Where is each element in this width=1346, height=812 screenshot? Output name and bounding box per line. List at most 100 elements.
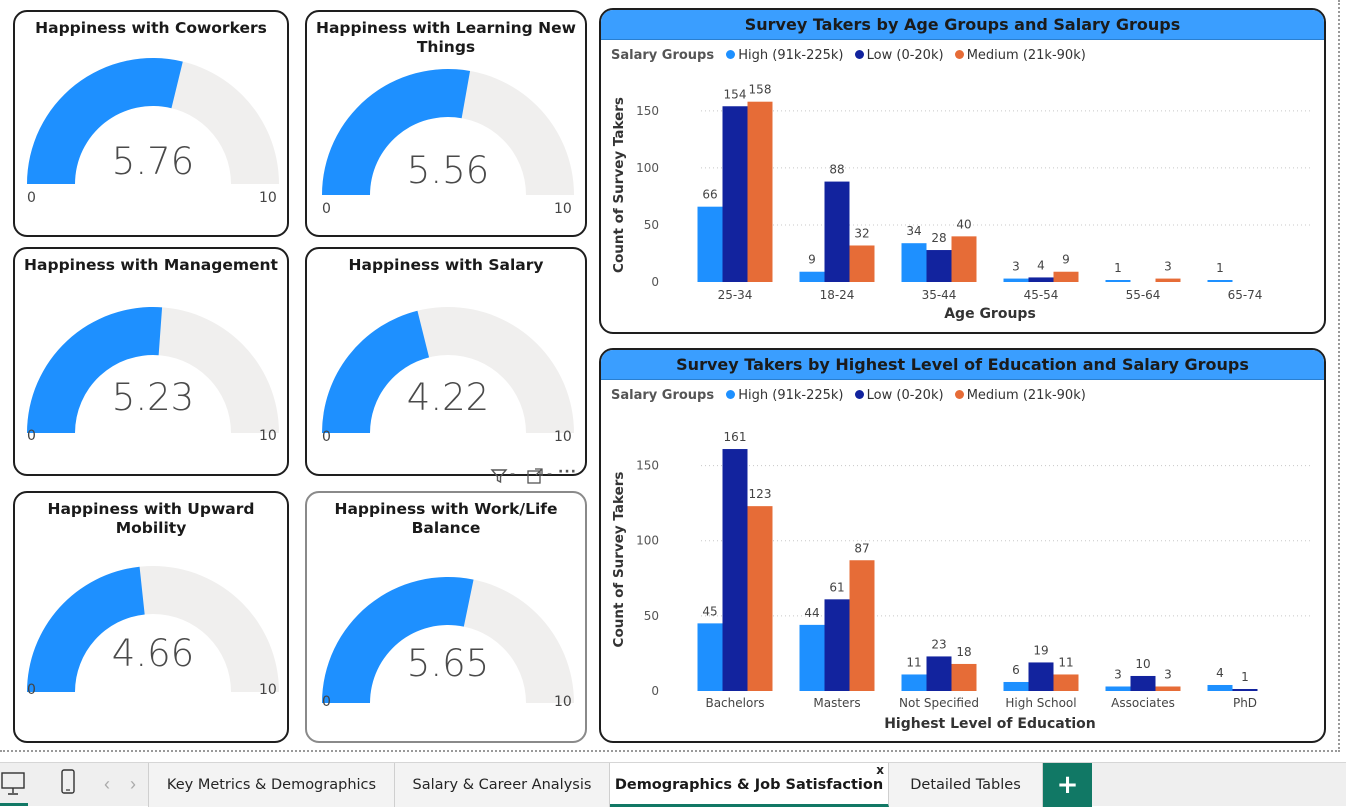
bar: [951, 236, 977, 282]
more-options-icon[interactable]: ···: [558, 464, 577, 480]
tab-detailed-tables[interactable]: Detailed Tables: [889, 763, 1043, 807]
data-label: 18: [956, 645, 971, 659]
data-label: 23: [931, 637, 946, 651]
data-label: 28: [931, 231, 946, 245]
gauge-max-label: 10: [554, 201, 572, 217]
legend-dot: [854, 50, 864, 59]
bar: [1155, 686, 1181, 691]
page-tab-bar: ‹ › Key Metrics & Demographics Salary & …: [0, 762, 1346, 807]
gauge-title: Happiness with Management: [24, 256, 278, 274]
education-salary-chart-card[interactable]: Survey Takers by Highest Level of Educat…: [599, 348, 1326, 743]
data-label: 45: [702, 604, 717, 618]
filter-icon[interactable]: [490, 467, 508, 489]
chart-legend: Salary Groups High (91k-225k) Low (0-20k…: [611, 48, 1093, 63]
separator: -: [510, 466, 516, 482]
tab-demographics-job-satisfaction[interactable]: Demographics & Job Satisfaction x: [610, 763, 889, 807]
legend-label: High (91k-225k): [738, 48, 844, 63]
report-canvas: Happiness with Coworkers 5.76 0 10 Happi…: [0, 0, 1340, 752]
tab-key-metrics-demographics[interactable]: Key Metrics & Demographics: [148, 763, 395, 807]
data-label: 32: [854, 226, 869, 240]
bar: [697, 206, 723, 282]
gauge-value: 5.56: [406, 149, 490, 192]
legend-item-medium[interactable]: Medium (21k-90k): [954, 388, 1086, 403]
data-label: 161: [724, 430, 747, 444]
y-tick-label: 150: [636, 104, 659, 118]
y-tick-label: 0: [651, 684, 659, 698]
data-label: 44: [804, 606, 819, 620]
legend-label: Low (0-20k): [866, 48, 944, 63]
data-label: 3: [1012, 260, 1020, 274]
data-label: 1: [1241, 670, 1249, 684]
y-tick-label: 50: [644, 218, 659, 232]
data-label: 34: [906, 224, 921, 238]
y-tick-label: 150: [636, 459, 659, 473]
legend-item-low[interactable]: Low (0-20k): [854, 48, 944, 63]
data-label: 123: [749, 487, 772, 501]
next-page-icon[interactable]: ›: [130, 774, 136, 794]
gauge-title: Happiness with Coworkers: [35, 19, 267, 37]
x-tick-label: 55-64: [1126, 288, 1161, 302]
bar: [1207, 280, 1233, 282]
chart-plot: 0 50 100 150 Count of Survey Takers Age Group…: [611, 83, 1313, 322]
gauge-fill: [322, 577, 474, 703]
legend-item-high[interactable]: High (91k-225k): [726, 388, 844, 403]
gauge-arc: [322, 307, 574, 433]
bar: [926, 656, 952, 691]
gauge-value: 5.65: [406, 642, 490, 685]
tab-salary-career-analysis[interactable]: Salary & Career Analysis: [395, 763, 610, 807]
gauge-fill: [27, 566, 145, 692]
x-tick-label: PhD: [1233, 696, 1257, 710]
data-label: 10: [1135, 657, 1150, 671]
gauge-min-label: 0: [322, 429, 331, 445]
legend-item-medium[interactable]: Medium (21k-90k): [954, 48, 1086, 63]
bar: [1028, 277, 1054, 282]
desktop-view-icon[interactable]: [0, 763, 28, 807]
gauge-card-work-life-balance[interactable]: Happiness with Work/Life Balance 5.65 0 …: [305, 491, 587, 743]
bar: [722, 449, 748, 691]
gauge-card-coworkers[interactable]: Happiness with Coworkers 5.76 0 10: [13, 10, 289, 237]
age-salary-chart-card[interactable]: Survey Takers by Age Groups and Salary G…: [599, 8, 1326, 334]
data-label: 66: [702, 188, 717, 202]
gauge-card-upward-mobility[interactable]: Happiness with Upward Mobility 4.66 0 10: [13, 491, 289, 743]
x-axis-title: Highest Level of Education: [884, 716, 1096, 732]
data-label: 158: [749, 83, 772, 97]
gauge-card-salary[interactable]: Happiness with Salary 4.22 0 10: [305, 247, 587, 476]
bar: [824, 599, 850, 691]
x-tick-label: Not Specified: [899, 696, 979, 710]
legend-dot: [726, 50, 736, 59]
gauge-min-label: 0: [27, 428, 36, 444]
legend-label: Medium (21k-90k): [966, 388, 1086, 403]
data-label: 9: [1062, 253, 1070, 267]
data-label: 88: [829, 163, 844, 177]
close-icon[interactable]: x: [876, 763, 884, 777]
gauge-card-learning[interactable]: Happiness with Learning New Things 5.56 …: [305, 10, 587, 237]
legend-label: Medium (21k-90k): [966, 48, 1086, 63]
gauge-value: 4.66: [111, 632, 195, 675]
data-label: 6: [1012, 663, 1020, 677]
add-page-button[interactable]: +: [1043, 763, 1092, 807]
gauge-arc: [27, 58, 279, 185]
gauge-value: 4.22: [406, 376, 490, 419]
separator: -: [547, 466, 553, 482]
bar: [1155, 278, 1181, 282]
chart-title: Survey Takers by Age Groups and Salary G…: [744, 15, 1181, 34]
data-label: 4: [1216, 666, 1224, 680]
mobile-view-icon[interactable]: [58, 763, 80, 807]
legend-dot: [954, 390, 964, 399]
gauge-min-label: 0: [322, 201, 331, 217]
chart-title: Survey Takers by Highest Level of Educat…: [676, 355, 1249, 374]
bar: [1028, 662, 1054, 691]
data-label: 3: [1114, 667, 1122, 681]
focus-mode-icon[interactable]: [526, 467, 544, 489]
bar: [1207, 684, 1233, 691]
x-tick-label: Bachelors: [705, 696, 764, 710]
bar: [722, 106, 748, 283]
legend-title: Salary Groups: [611, 48, 715, 63]
data-label: 4: [1037, 258, 1045, 272]
bar: [849, 245, 875, 282]
x-axis-title: Age Groups: [944, 306, 1036, 322]
previous-page-icon[interactable]: ‹: [104, 774, 110, 794]
legend-item-high[interactable]: High (91k-225k): [726, 48, 844, 63]
gauge-card-management[interactable]: Happiness with Management 5.23 0 10: [13, 247, 289, 476]
legend-item-low[interactable]: Low (0-20k): [854, 388, 944, 403]
